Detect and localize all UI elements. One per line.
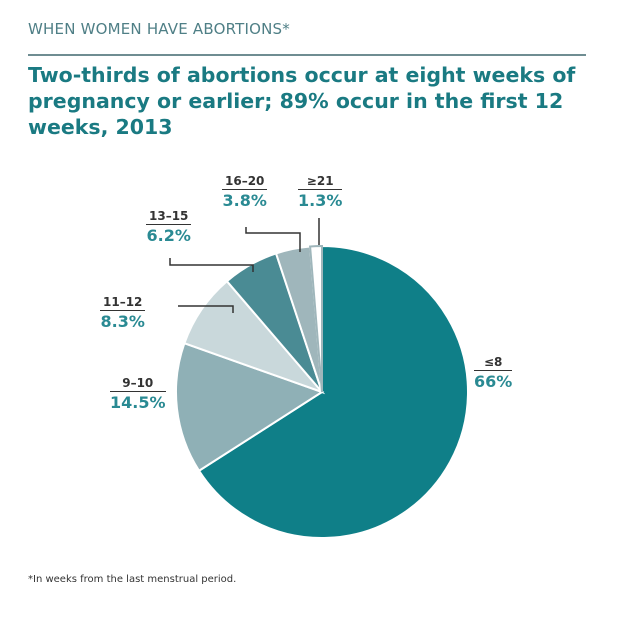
leader-line-0 [169, 258, 254, 272]
chart-kicker: WHEN WOMEN HAVE ABORTIONS* [28, 20, 290, 38]
pie-slice-0 [197, 244, 469, 539]
label-9-10: 9–10 14.5% [110, 376, 166, 412]
label-le8: ≤8 66% [474, 355, 513, 391]
footnote: *In weeks from the last menstrual period… [28, 574, 237, 585]
leader-line-2 [245, 227, 301, 252]
chart-title: Two-thirds of abortions occur at eight w… [28, 63, 576, 139]
value-label: 8.3% [100, 312, 145, 331]
label-13-15: 13–15 6.2% [146, 209, 192, 245]
category-label: 9–10 [110, 376, 166, 392]
value-label: 14.5% [110, 393, 166, 412]
divider [28, 54, 586, 56]
value-label: 1.3% [298, 191, 343, 210]
category-label: 16–20 [222, 174, 268, 190]
category-label: 11–12 [100, 295, 146, 311]
value-label: 66% [474, 372, 513, 391]
leader-line-1 [178, 305, 234, 313]
value-label: 6.2% [146, 226, 191, 245]
pie-slice-5 [309, 244, 323, 393]
value-label: 3.8% [222, 191, 267, 210]
label-ge21: ≥21 1.3% [298, 174, 343, 210]
pie-slice-1 [175, 341, 325, 473]
label-11-12: 11–12 8.3% [100, 295, 146, 331]
label-16-20: 16–20 3.8% [222, 174, 268, 210]
category-label: ≤8 [474, 355, 513, 371]
category-label: 13–15 [146, 209, 192, 225]
category-label: ≥21 [298, 174, 343, 190]
